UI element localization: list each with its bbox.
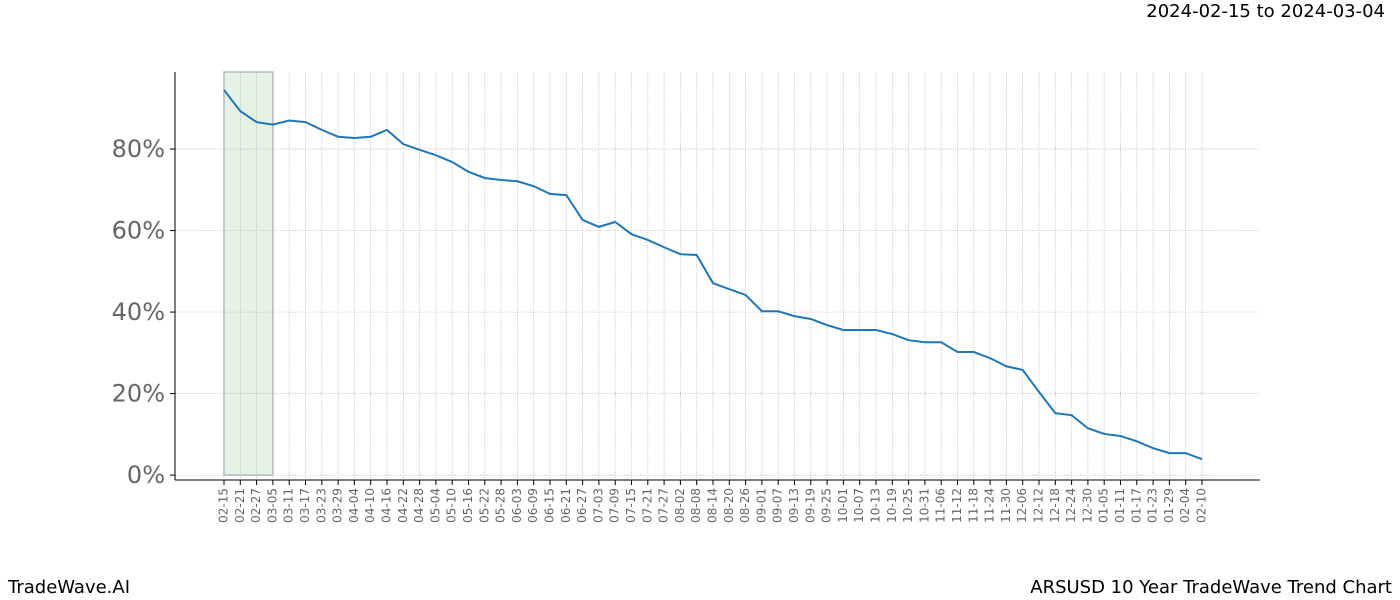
x-tick-label: 11-18 <box>966 488 980 523</box>
x-tick-label: 12-30 <box>1080 488 1094 523</box>
x-tick-label: 03-11 <box>282 488 296 523</box>
x-tick-label: 08-02 <box>673 488 687 523</box>
x-tick-label: 05-22 <box>477 488 491 523</box>
x-tick-label: 12-18 <box>1048 488 1062 523</box>
y-tick-label: 40% <box>112 298 165 326</box>
x-tick-label: 06-09 <box>526 488 540 523</box>
x-tick-label: 09-13 <box>787 488 801 523</box>
y-tick-label: 60% <box>112 217 165 245</box>
x-tick-label: 12-24 <box>1064 488 1078 523</box>
x-tick-label: 02-04 <box>1178 488 1192 523</box>
x-tick-label: 11-24 <box>983 488 997 523</box>
x-tick-label: 11-06 <box>934 488 948 523</box>
x-tick-label: 11-12 <box>950 488 964 523</box>
x-tick-label: 01-29 <box>1162 488 1176 523</box>
x-tick-label: 07-15 <box>624 488 638 523</box>
x-tick-label: 08-26 <box>738 488 752 523</box>
x-tick-label: 04-28 <box>412 488 426 523</box>
x-tick-label: 02-21 <box>233 488 247 523</box>
x-tick-label: 08-20 <box>722 488 736 523</box>
x-tick-label: 10-13 <box>869 488 883 523</box>
x-tick-label: 01-23 <box>1146 488 1160 523</box>
x-tick-label: 01-11 <box>1113 488 1127 523</box>
y-tick-label: 20% <box>112 380 165 408</box>
x-tick-label: 03-23 <box>314 488 328 523</box>
y-tick-label: 80% <box>112 135 165 163</box>
x-tick-label: 06-03 <box>510 488 524 523</box>
x-tick-label: 01-05 <box>1097 488 1111 523</box>
x-tick-label: 12-06 <box>1015 488 1029 523</box>
x-tick-label: 02-10 <box>1195 488 1209 523</box>
x-tick-label: 06-15 <box>543 488 557 523</box>
trend-line <box>223 89 1203 461</box>
x-tick-label: 06-27 <box>575 488 589 523</box>
x-tick-label: 09-01 <box>754 488 768 523</box>
x-tick-label: 10-01 <box>836 488 850 523</box>
x-tick-label: 03-05 <box>265 488 279 523</box>
x-tick-label: 08-08 <box>689 488 703 523</box>
x-tick-label: 05-28 <box>494 488 508 523</box>
x-tick-label: 09-25 <box>820 488 834 523</box>
x-tick-label: 07-21 <box>640 488 654 523</box>
x-tick-label: 09-07 <box>771 488 785 523</box>
x-tick-label: 05-16 <box>461 488 475 523</box>
chart-title: 2024-02-15 to 2024-03-04 <box>1146 1 1385 22</box>
x-tick-label: 03-17 <box>298 488 312 523</box>
x-tick-label: 05-04 <box>428 488 442 523</box>
y-tick-label: 0% <box>127 461 165 489</box>
x-tick-label: 06-21 <box>559 488 573 523</box>
x-tick-label: 07-27 <box>657 488 671 523</box>
x-tick-label: 07-03 <box>591 488 605 523</box>
x-tick-label: 09-19 <box>803 488 817 523</box>
x-tick-label: 10-07 <box>852 488 866 523</box>
x-tick-label: 02-27 <box>249 488 263 523</box>
x-tick-label: 05-10 <box>445 488 459 523</box>
x-tick-label: 03-29 <box>331 488 345 523</box>
x-tick-label: 04-04 <box>347 488 361 523</box>
x-tick-label: 04-16 <box>380 488 394 523</box>
footer-left: TradeWave.AI <box>7 577 130 598</box>
x-tick-label: 04-10 <box>363 488 377 523</box>
x-tick-label: 07-09 <box>608 488 622 523</box>
shaded-range <box>223 71 274 476</box>
x-tick-label: 04-22 <box>396 488 410 523</box>
x-tick-label: 11-30 <box>999 488 1013 523</box>
x-tick-label: 10-19 <box>885 488 899 523</box>
x-tick-label: 10-31 <box>917 488 931 523</box>
x-tick-label: 01-17 <box>1129 488 1143 523</box>
x-tick-label: 10-25 <box>901 488 915 523</box>
x-tick-label: 02-15 <box>217 488 231 523</box>
x-tick-label: 08-14 <box>706 488 720 523</box>
x-tick-label: 12-12 <box>1032 488 1046 523</box>
footer-right: ARSUSD 10 Year TradeWave Trend Chart <box>1030 577 1392 598</box>
